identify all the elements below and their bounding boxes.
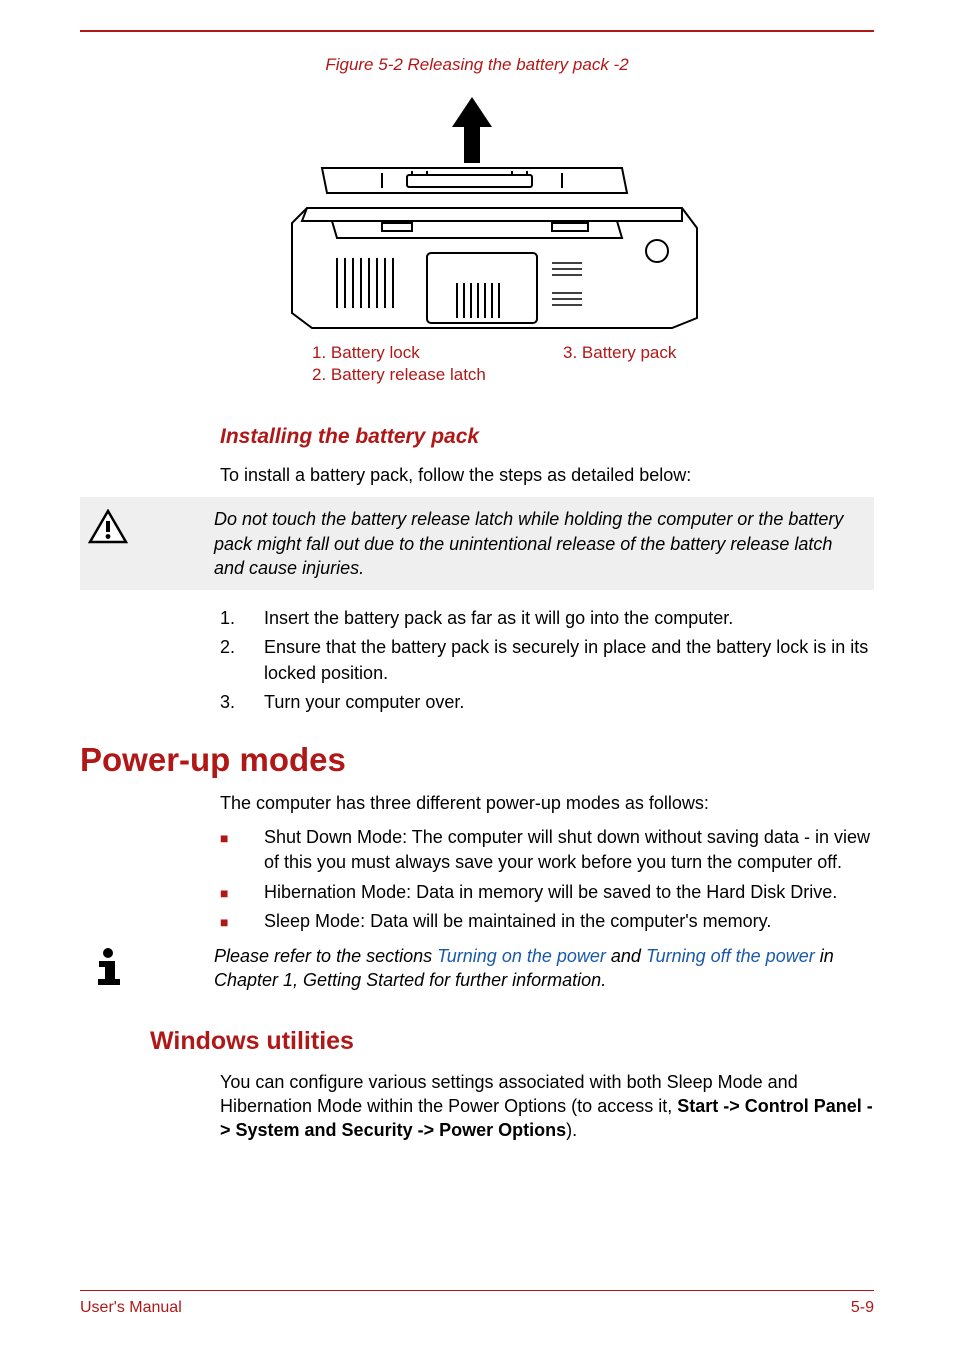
heading-installing-battery: Installing the battery pack	[220, 425, 874, 449]
heading-power-up-modes: Power-up modes	[80, 741, 874, 779]
footer-left: User's Manual	[80, 1299, 182, 1317]
info-icon	[80, 944, 136, 986]
bottom-rule	[80, 1290, 874, 1292]
legend-battery-pack: 3. Battery pack	[563, 343, 814, 363]
bullet-icon: ■	[220, 909, 264, 934]
page-content: Figure 5-2 Releasing the battery pack -2	[80, 55, 874, 1152]
page-footer: User's Manual 5-9	[80, 1299, 874, 1317]
figure-legend-row2: 2. Battery release latch	[312, 365, 814, 385]
note-pre: Please refer to the sections	[214, 946, 437, 966]
mode-text: Sleep Mode: Data will be maintained in t…	[264, 909, 874, 934]
footer-right: 5-9	[851, 1299, 874, 1317]
battery-release-illustration	[252, 93, 702, 333]
note-callout: Please refer to the sections Turning on …	[80, 940, 874, 997]
figure-illustration	[252, 93, 702, 333]
step-number: 2.	[220, 635, 264, 685]
step-text: Insert the battery pack as far as it wil…	[264, 606, 874, 631]
note-mid: and	[606, 946, 646, 966]
install-intro: To install a battery pack, follow the st…	[220, 463, 874, 487]
windows-text-post: ).	[566, 1120, 577, 1140]
install-step-2: 2. Ensure that the battery pack is secur…	[220, 635, 874, 685]
step-text: Ensure that the battery pack is securely…	[264, 635, 874, 685]
power-mode-hibernation: ■ Hibernation Mode: Data in memory will …	[220, 880, 874, 905]
legend-battery-release-latch: 2. Battery release latch	[312, 365, 563, 385]
figure-legend-row1: 1. Battery lock 3. Battery pack	[312, 343, 814, 363]
warning-icon	[80, 507, 136, 545]
power-modes-list: ■ Shut Down Mode: The computer will shut…	[220, 825, 874, 934]
figure-caption: Figure 5-2 Releasing the battery pack -2	[80, 55, 874, 75]
power-mode-sleep: ■ Sleep Mode: Data will be maintained in…	[220, 909, 874, 934]
mode-text: Shut Down Mode: The computer will shut d…	[264, 825, 874, 875]
power-intro: The computer has three different power-u…	[220, 791, 874, 815]
note-text: Please refer to the sections Turning on …	[136, 944, 860, 993]
step-number: 3.	[220, 690, 264, 715]
install-step-3: 3. Turn your computer over.	[220, 690, 874, 715]
heading-windows-utilities: Windows utilities	[150, 1027, 874, 1056]
top-rule	[80, 30, 874, 32]
warning-callout: Do not touch the battery release latch w…	[80, 497, 874, 590]
power-mode-shutdown: ■ Shut Down Mode: The computer will shut…	[220, 825, 874, 875]
step-number: 1.	[220, 606, 264, 631]
warning-text: Do not touch the battery release latch w…	[136, 507, 860, 580]
install-steps: 1. Insert the battery pack as far as it …	[220, 606, 874, 715]
bullet-icon: ■	[220, 825, 264, 875]
link-turning-off[interactable]: Turning off the power	[646, 946, 815, 966]
link-turning-on[interactable]: Turning on the power	[437, 946, 606, 966]
install-step-1: 1. Insert the battery pack as far as it …	[220, 606, 874, 631]
mode-text: Hibernation Mode: Data in memory will be…	[264, 880, 874, 905]
legend-battery-lock: 1. Battery lock	[312, 343, 563, 363]
step-text: Turn your computer over.	[264, 690, 874, 715]
windows-text: You can configure various settings assoc…	[220, 1070, 874, 1143]
bullet-icon: ■	[220, 880, 264, 905]
